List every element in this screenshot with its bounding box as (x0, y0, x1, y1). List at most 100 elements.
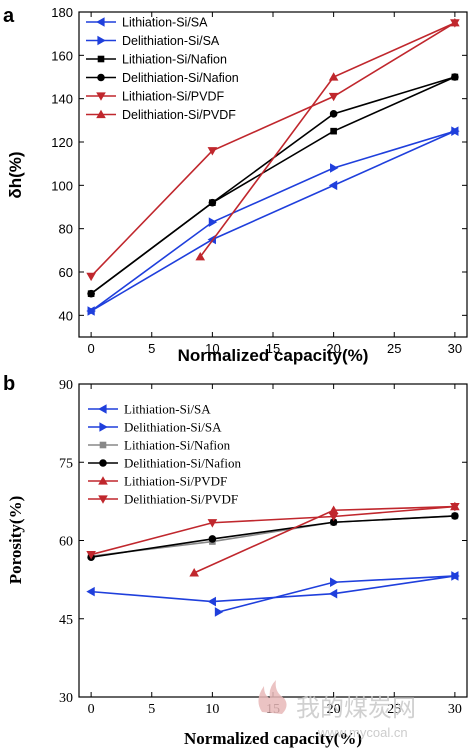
data-point (86, 272, 96, 282)
y-tick-label: 60 (59, 265, 73, 280)
data-point (207, 147, 218, 156)
data-point (86, 586, 95, 597)
legend-item: Lithiation-Si/Nafion (86, 53, 227, 67)
data-point (328, 72, 339, 81)
legend-item: Lithiation-Si/Nafion (88, 438, 231, 453)
series-5 (86, 502, 460, 560)
y-tick-label: 140 (51, 92, 73, 107)
panel-a-y-axis-title: δh(%) (6, 151, 25, 198)
data-point (328, 92, 339, 102)
panel-a-x-axis-title: Normalized capacity(%) (178, 346, 369, 365)
series-5 (195, 18, 460, 261)
data-point (208, 217, 218, 227)
legend-marker (98, 404, 107, 414)
legend-label: Delithiation-Si/PVDF (124, 492, 238, 507)
x-tick-label: 5 (148, 341, 155, 356)
data-point (207, 234, 216, 245)
data-point (208, 535, 217, 543)
x-tick-label: 10 (205, 702, 219, 717)
x-tick-label: 20 (327, 702, 341, 717)
series-0 (86, 571, 459, 607)
data-point (189, 568, 199, 577)
legend-item: Delithiation-Si/Nafion (88, 456, 241, 471)
legend-marker (99, 441, 107, 449)
data-point (207, 596, 216, 607)
data-point (451, 512, 459, 520)
x-tick-label: 25 (387, 341, 401, 356)
data-point (329, 110, 338, 118)
panel-b-series (86, 501, 460, 617)
data-point (330, 127, 337, 135)
legend-item: Lithiation-Si/SA (86, 16, 208, 30)
legend-item: Delithiation-Si/PVDF (88, 492, 238, 507)
y-tick-label: 180 (51, 5, 73, 20)
series-line (91, 515, 455, 558)
series-line (90, 130, 456, 312)
data-point (328, 588, 338, 599)
data-point (450, 502, 460, 512)
x-tick-label: 10 (205, 341, 219, 356)
legend-label: Delithiation-Si/SA (124, 420, 222, 435)
legend-marker (97, 55, 105, 63)
legend-item: Lithiation-Si/SA (88, 402, 211, 417)
data-point (86, 550, 96, 560)
series-line (91, 515, 455, 557)
legend-label: Lithiation-Si/Nafion (124, 438, 231, 453)
legend-marker (98, 476, 108, 485)
y-tick-label: 80 (59, 222, 73, 237)
data-point (330, 163, 339, 173)
x-tick-label: 30 (448, 341, 462, 356)
panel-b-legend: Lithiation-Si/SA Delithiation-Si/SA Lithia… (88, 402, 241, 507)
flame-logo-icon (258, 680, 287, 714)
x-tick-label: 5 (148, 702, 155, 717)
panel-b-x-axis-title: Normalized capacity(%) (184, 729, 362, 748)
panel-a-ticks: 0 5 10 15 20 25 30 40 60 80 100 120 140 160 180 (51, 5, 467, 356)
data-point (328, 512, 339, 522)
panel-b-letter: b (3, 373, 15, 395)
y-tick-label: 30 (59, 691, 73, 706)
y-tick-label: 160 (51, 48, 73, 63)
x-tick-label: 30 (448, 702, 462, 717)
series-line (90, 130, 456, 312)
legend-label: Lithiation-Si/Nafion (122, 53, 227, 67)
x-tick-label: 0 (88, 702, 95, 717)
data-point (450, 18, 460, 27)
x-tick-label: 20 (326, 341, 340, 356)
watermark: 我的煤炭网 www.mycoal.cn (258, 680, 416, 740)
legend-marker (98, 495, 108, 504)
y-tick-label: 120 (51, 135, 73, 150)
data-point (207, 519, 218, 528)
legend-label: Delithiation-Si/Nafion (124, 456, 241, 471)
legend-label: Lithiation-Si/SA (124, 402, 211, 417)
legend-item: Delithiation-Si/SA (88, 420, 222, 435)
panel-a-letter: a (3, 5, 15, 27)
legend-label: Lithiation-Si/PVDF (124, 474, 227, 489)
legend-item: Delithiation-Si/SA (86, 34, 220, 48)
legend-marker (97, 73, 105, 82)
legend-marker (99, 422, 108, 432)
x-tick-label: 0 (88, 341, 95, 356)
legend-label: Delithiation-Si/PVDF (122, 108, 236, 122)
panel-a-legend: Lithiation-Si/SA Delithiation-Si/SA Lithia… (86, 16, 239, 122)
legend-label: Delithiation-Si/Nafion (122, 71, 239, 85)
series-line (90, 505, 455, 556)
legend-marker (96, 92, 106, 101)
data-point (208, 198, 217, 207)
data-point (451, 571, 460, 581)
data-point (214, 607, 224, 617)
y-tick-label: 40 (59, 308, 73, 323)
panel-a-chart: a 0 5 10 15 20 25 30 40 60 80 100 120 140 160 180 Lith… (3, 5, 468, 365)
panel-b-ticks: 0510152025303045607590 (59, 378, 467, 717)
series-4 (189, 501, 460, 577)
panel-b-chart: b 0510152025303045607590 Lithiation-Si/S… (3, 373, 468, 748)
watermark-text: 我的煤炭网 (296, 694, 416, 722)
y-tick-label: 75 (59, 456, 73, 471)
data-point (330, 577, 339, 588)
legend-marker (96, 17, 105, 27)
x-tick-label: 15 (266, 341, 280, 356)
series-0 (86, 126, 459, 316)
data-point (329, 518, 338, 527)
panel-a-series (86, 18, 460, 316)
series-1 (87, 126, 460, 316)
